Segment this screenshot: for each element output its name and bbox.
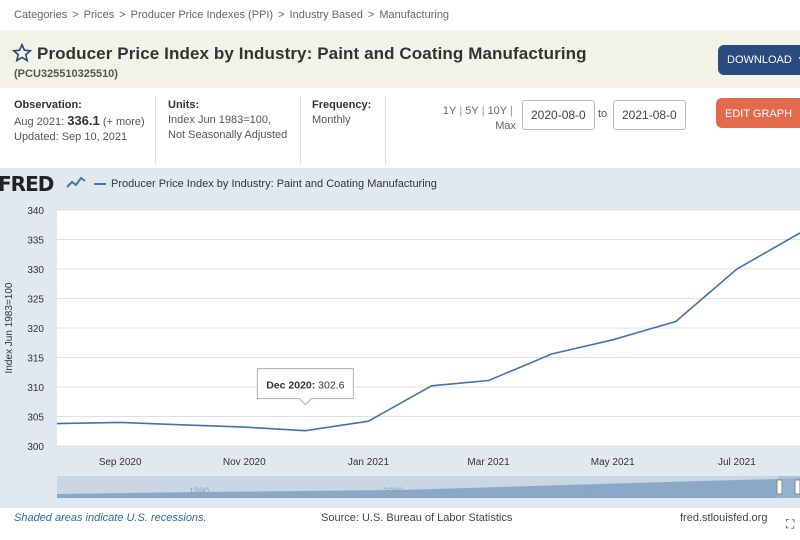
units-line2: Not Seasonally Adjusted	[168, 129, 288, 141]
x-tick-label: Jan 2021	[348, 457, 390, 468]
observation-block: Observation: Aug 2021: 336.1 (+ more) Up…	[14, 98, 154, 145]
y-axis-label: Index Jun 1983=100	[4, 282, 15, 373]
breadcrumb: Categories > Prices > Producer Price Indexes…	[14, 9, 450, 21]
observation-period: Aug 2021:	[14, 116, 65, 128]
navigator-label: 2010	[578, 486, 598, 496]
divider	[155, 96, 156, 164]
divider	[385, 96, 386, 164]
divider	[300, 96, 301, 164]
recessions-note: Shaded areas indicate U.S. recessions.	[14, 512, 207, 524]
y-tick-label: 305	[27, 413, 44, 424]
series-line	[56, 232, 800, 432]
download-label: DOWNLOAD	[727, 54, 792, 66]
tooltip-text: Dec 2020: 302.6	[266, 380, 344, 392]
legend-swatch	[94, 183, 106, 186]
range-max-link[interactable]: Max	[495, 120, 516, 132]
units-block: Units: Index Jun 1983=100, Not Seasonall…	[168, 98, 303, 143]
breadcrumb-categories[interactable]: Categories	[14, 9, 68, 21]
range-links: 1Y | 5Y | 10Y | Max	[442, 105, 516, 132]
edit-graph-button[interactable]: EDIT GRAPH ⚙	[716, 98, 800, 128]
download-button[interactable]: DOWNLOAD ▼	[718, 45, 800, 75]
frequency-block: Frequency: Monthly	[312, 98, 387, 128]
breadcrumb-industry-based[interactable]: Industry Based	[289, 9, 363, 21]
navigator-handle	[776, 479, 783, 495]
observation-value: 336.1	[67, 113, 100, 128]
x-tick-label: Nov 2020	[223, 457, 266, 468]
updated-date: Updated: Sep 10, 2021	[14, 131, 128, 143]
units-label: Units:	[168, 99, 200, 111]
site-link[interactable]: fred.stlouisfed.org	[680, 512, 768, 524]
tooltip-value: 302.6	[318, 380, 344, 392]
tooltip-label: Dec 2020:	[266, 380, 318, 392]
y-tick-label: 335	[27, 236, 44, 247]
breadcrumb-ppi[interactable]: Producer Price Indexes (PPI)	[130, 9, 274, 21]
x-tick-label: May 2021	[591, 457, 635, 468]
fred-logo: FRED	[0, 172, 54, 196]
chart-header: FRED Producer Price Index by Industry: P…	[0, 168, 800, 198]
y-tick-label: 325	[27, 295, 44, 306]
y-tick-label: 315	[27, 354, 44, 365]
fred-spark-icon	[66, 176, 86, 188]
download-icon: ▼	[797, 55, 800, 66]
y-tick-label: 330	[27, 265, 44, 276]
expand-icon[interactable]: ⛶	[786, 517, 795, 531]
navigator-handle	[794, 479, 800, 495]
to-label: to	[598, 108, 608, 120]
y-tick-label: 340	[27, 206, 44, 217]
navigator-label: 1990	[189, 486, 209, 496]
y-tick-label: 310	[27, 383, 44, 394]
series-id: (PCU325510325510)	[14, 68, 118, 80]
chart-legend: Producer Price Index by Industry: Paint …	[94, 178, 437, 190]
frequency-value: Monthly	[312, 114, 351, 126]
frequency-label: Frequency:	[312, 99, 372, 111]
source-note: Source: U.S. Bureau of Labor Statistics	[321, 512, 513, 524]
end-date-input[interactable]: 2021-08-0	[613, 100, 686, 130]
y-tick-label: 320	[27, 324, 44, 335]
x-tick-label: Sep 2020	[99, 457, 142, 468]
y-tick-label: 300	[27, 442, 44, 453]
start-date-input[interactable]: 2020-08-0	[522, 100, 595, 130]
edit-graph-label: EDIT GRAPH	[725, 108, 793, 120]
observation-label: Observation:	[14, 99, 82, 111]
units-line1: Index Jun 1983=100,	[168, 114, 272, 126]
range-1y-link[interactable]: 1Y	[442, 105, 457, 117]
observation-more-link[interactable]: (+ more)	[102, 116, 145, 128]
title-band: Producer Price Index by Industry: Paint …	[0, 30, 800, 88]
navigator-label: 2000	[383, 486, 403, 496]
page-title: Producer Price Index by Industry: Paint …	[37, 44, 587, 63]
navigator-area	[57, 478, 800, 498]
x-tick-label: Mar 2021	[467, 457, 510, 468]
range-10y-link[interactable]: 10Y	[487, 105, 508, 117]
tooltip-box	[256, 368, 354, 406]
range-5y-link[interactable]: 5Y	[465, 105, 479, 117]
legend-label: Producer Price Index by Industry: Paint …	[111, 178, 437, 190]
x-tick-label: Jul 2021	[718, 457, 756, 468]
star-icon[interactable]	[12, 43, 32, 63]
breadcrumb-prices[interactable]: Prices	[83, 9, 115, 21]
breadcrumb-manufacturing[interactable]: Manufacturing	[379, 9, 450, 21]
